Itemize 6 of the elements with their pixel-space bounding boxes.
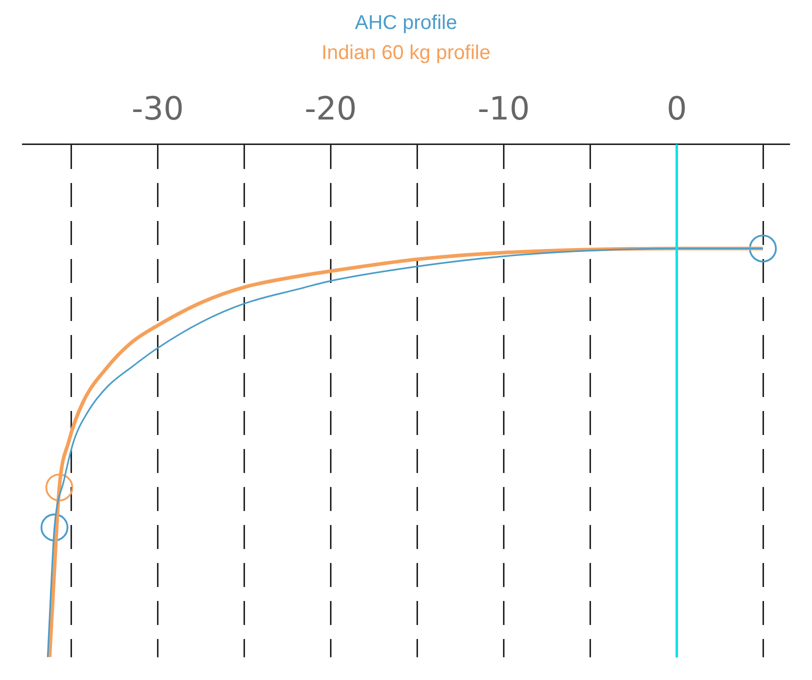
x-tick-label: 0 [666, 90, 687, 128]
text: AHC profile [354, 11, 458, 36]
x-tick-label: -30 [132, 90, 184, 128]
text: Indian 60 kg profile [320, 41, 492, 66]
x-tick-label: -20 [304, 90, 357, 128]
x-tick-label: -10 [478, 90, 530, 128]
